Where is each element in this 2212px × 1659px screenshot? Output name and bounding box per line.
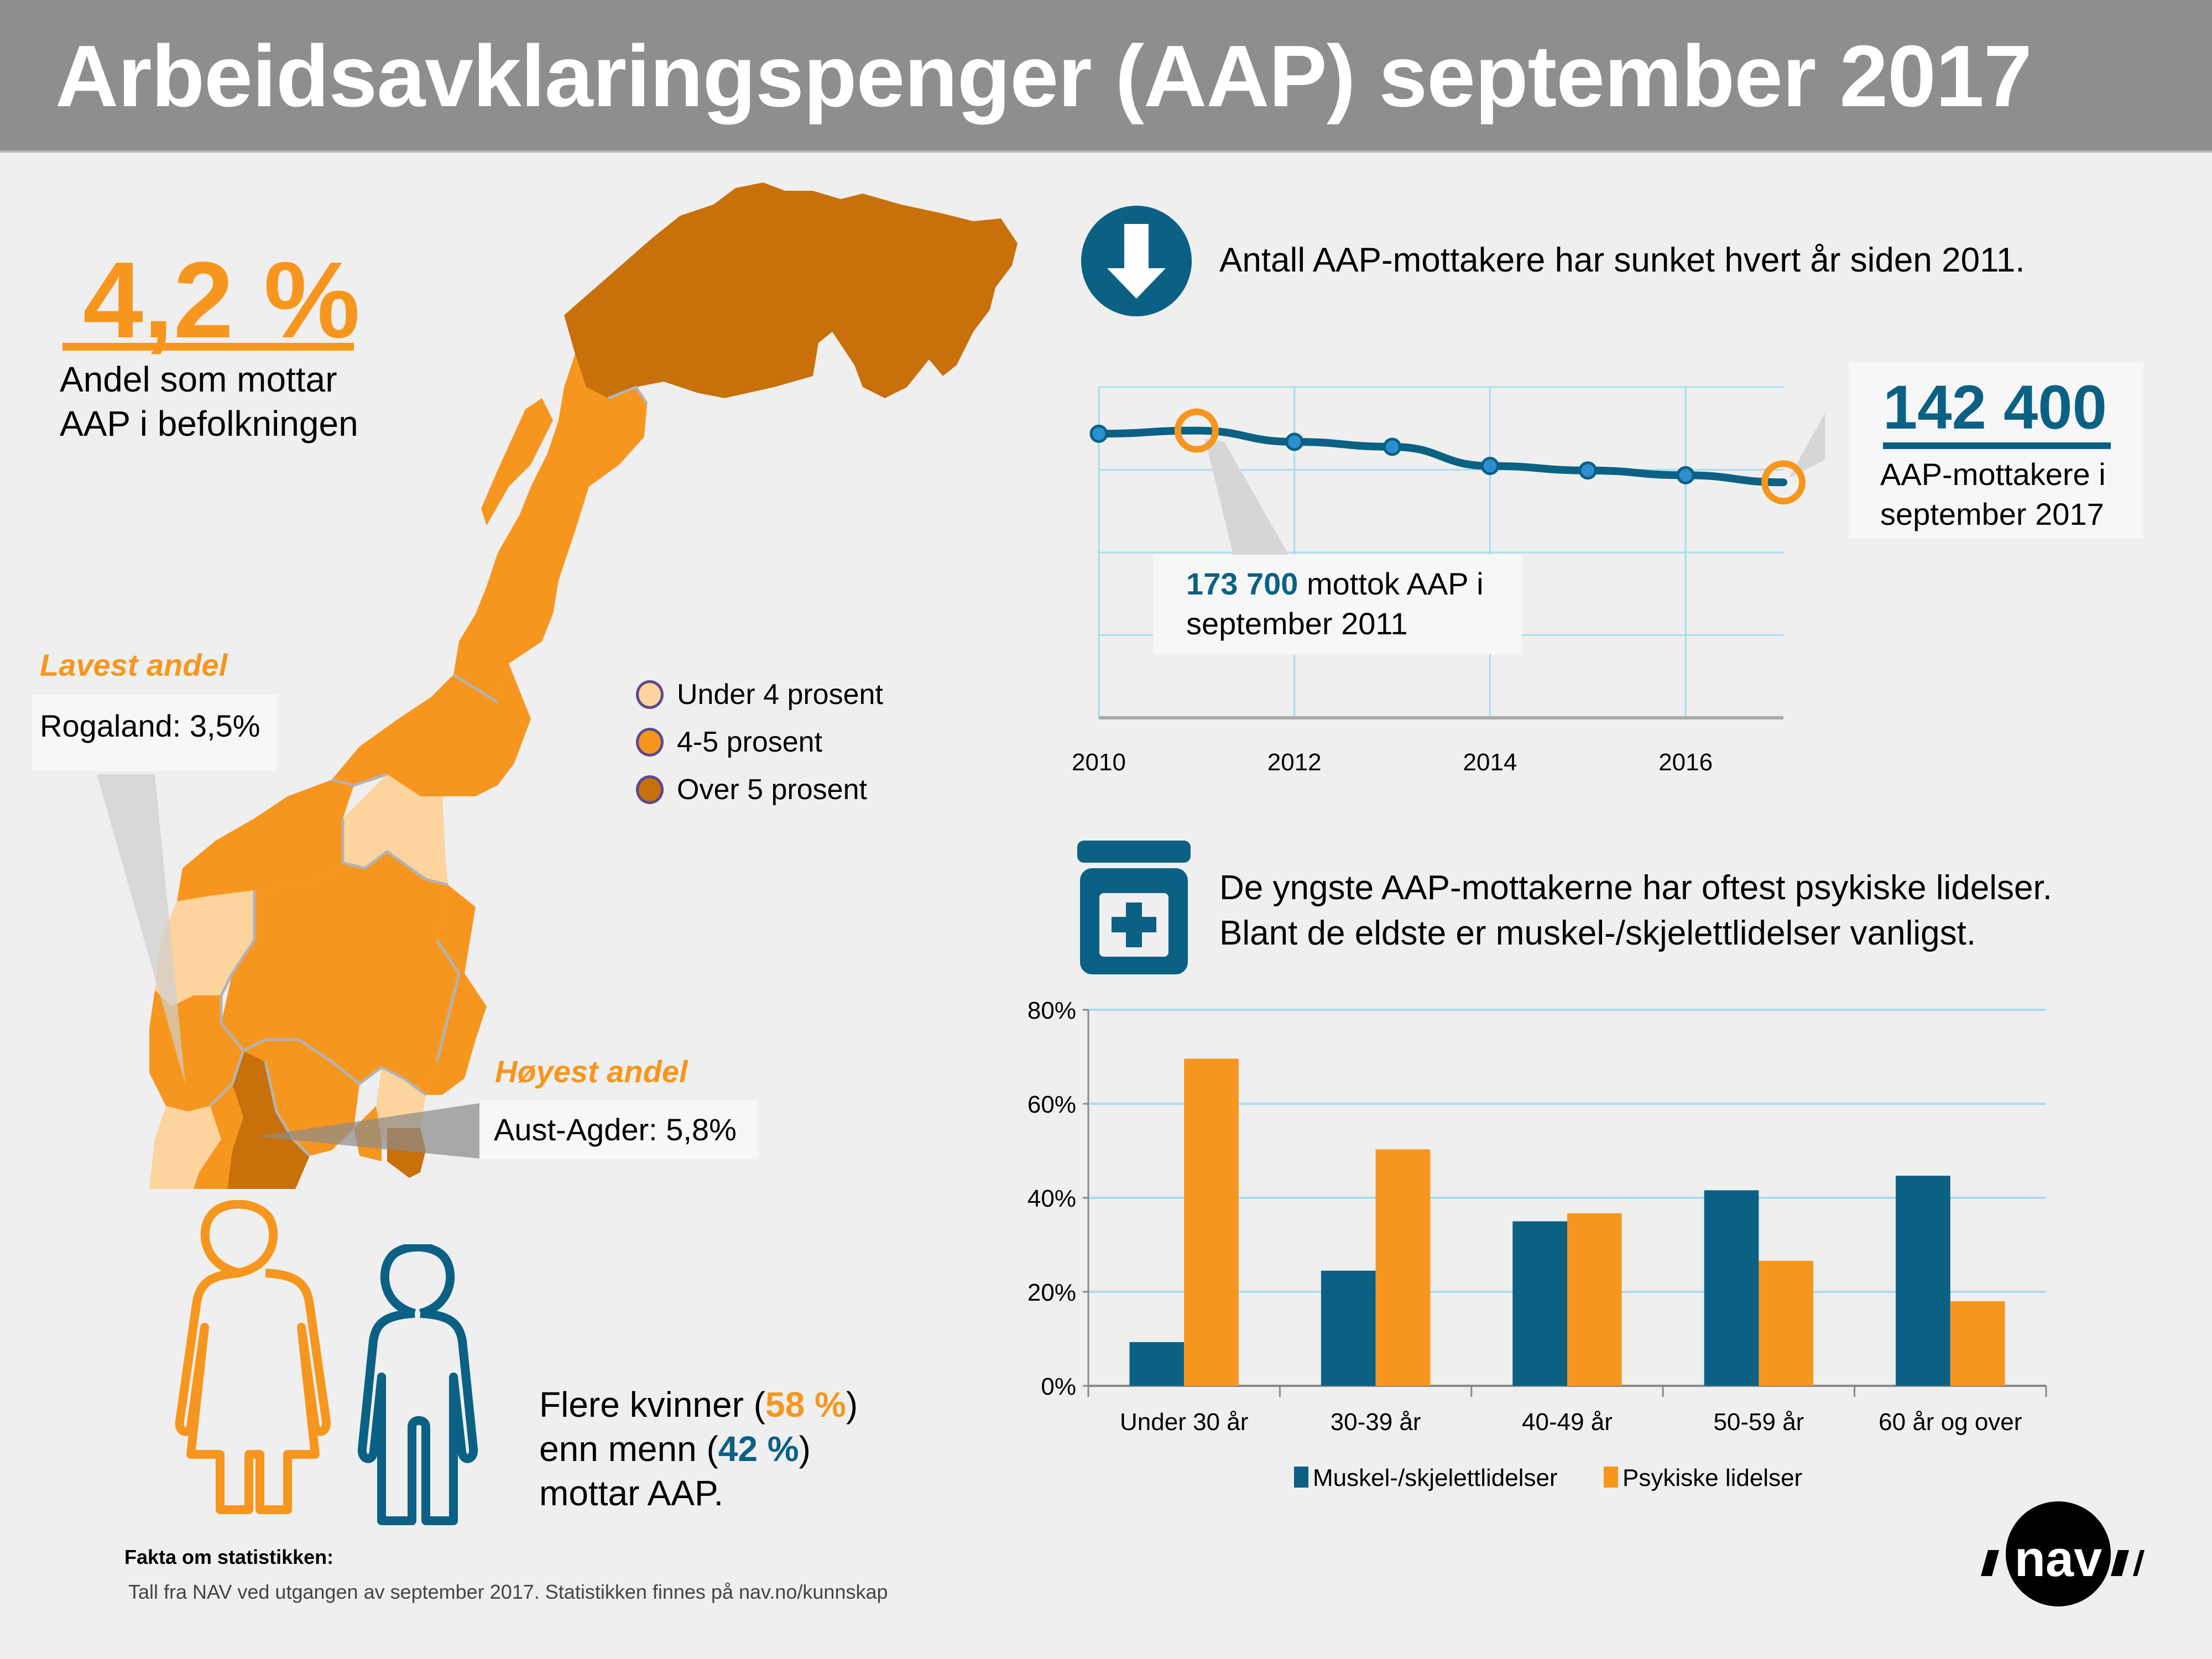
map-region-borders [209, 385, 649, 1157]
bar-muskel [1129, 1342, 1185, 1386]
callout-2011-box [1153, 555, 1522, 654]
map-region-nordland [453, 354, 647, 702]
women-pct: 58 % [765, 1385, 846, 1425]
callout-2017-underline [1883, 442, 2111, 449]
map-region-vest-agder [194, 1084, 243, 1189]
gender-line3: mottar AAP. [539, 1473, 724, 1513]
legend-swatch-mid [636, 728, 664, 757]
gender-line1: Flere kvinner (58 %) [539, 1385, 858, 1425]
line-chart-point [1383, 437, 1402, 456]
bar-muskel [1896, 1176, 1950, 1386]
callout-2017-text: AAP-mottakere i september 2017 [1880, 457, 2106, 531]
share-label-line2: AAP i befolkningen [60, 404, 358, 444]
woman-icon [175, 1200, 331, 1514]
line-chart-point [1578, 461, 1597, 480]
bar-chart-category-label: 30-39 år [1331, 1408, 1421, 1436]
map-region-oppland [221, 852, 459, 1095]
bar-chart-ytick-label: 20% [1027, 1279, 1076, 1306]
bar-chart-category-label: 50-59 år [1713, 1408, 1804, 1436]
bar-chart-ytick-label: 0% [1041, 1373, 1076, 1400]
bar-psykiske [1759, 1260, 1814, 1386]
highest-share-text: Aust-Agder: 5,8% [494, 1112, 737, 1147]
share-label: Andel som mottar AAP i befolkningen [60, 357, 358, 446]
down-arrow-icon [1081, 206, 1192, 316]
legend-label: 4-5 prosent [677, 726, 823, 758]
legend-swatch-dark [636, 775, 664, 804]
legend-label: Over 5 prosent [677, 774, 867, 806]
nav-logo: nav [1981, 1501, 2145, 1606]
bar-chart-ytick-label: 80% [1027, 997, 1076, 1024]
line-chart-point [1089, 424, 1108, 443]
bar-chart-legend-label: Psykiske lidelser [1623, 1464, 1802, 1491]
lowest-share-text: Rogaland: 3,5% [40, 708, 260, 743]
map-region-lofoten [481, 398, 553, 525]
line-chart-point [1285, 432, 1304, 451]
callout-2017-number: 142 400 [1883, 373, 2107, 442]
highest-pointer [257, 1103, 479, 1159]
legend-label: Under 4 prosent [677, 679, 883, 711]
disease-headline: De yngste AAP-mottakerne har oftest psyk… [1219, 869, 2052, 952]
line-chart-xtick-label: 2014 [1463, 749, 1517, 774]
map-region-aust-agder [227, 1051, 310, 1189]
callout-2017-pointer [1789, 413, 1825, 478]
map-legend-over-5: Over 5 prosent [636, 773, 867, 806]
map-region-more [177, 780, 354, 901]
line-chart-xtick-label: 2016 [1658, 749, 1713, 774]
bar-psykiske [1567, 1213, 1622, 1386]
map-region-hedmark-north [343, 774, 448, 885]
bar-chart-category-label: Under 30 år [1120, 1408, 1248, 1436]
lowest-pointer [97, 774, 185, 1084]
lowest-share-box [32, 695, 278, 771]
bar-muskel [1512, 1221, 1567, 1386]
line-chart: 2010 2012 2014 2016 [1072, 386, 1825, 774]
gender-line2: enn menn (42 %) [539, 1429, 811, 1469]
map-legend-under-4: Under 4 prosent [636, 678, 883, 711]
line-chart-xtick-label: 2010 [1072, 749, 1126, 774]
legend-swatch-light [636, 680, 664, 709]
bar-chart-legend-label: Muskel-/skjelettlidelser [1313, 1464, 1558, 1491]
map-region-north [564, 182, 1018, 398]
bar-muskel [1704, 1190, 1759, 1386]
men-pct: 42 % [718, 1429, 799, 1469]
map-legend-4-5: 4-5 prosent [636, 726, 822, 759]
bar-chart: 0% 20% 40% 60% 80% Under 30 år 30-39 år 40-49 å… [1027, 997, 2047, 1491]
line-chart-point [1676, 466, 1695, 484]
callout-2011-text: 173 700 mottok AAP i september 2011 [1186, 566, 1484, 641]
trend-headline: Antall AAP-mottakere har sunket hvert år… [1219, 241, 2025, 279]
share-value: 4,2 % [83, 239, 361, 361]
nav-logo-text: nav [2015, 1531, 2103, 1587]
facts-title: Fakta om statistikken: [124, 1546, 334, 1568]
title-bar [0, 0, 2212, 153]
share-label-line1: Andel som mottar [60, 359, 337, 399]
map-region-rogaland [149, 1106, 221, 1189]
bar-chart-ytick-label: 60% [1027, 1091, 1076, 1118]
map-region-trondelag [332, 664, 531, 796]
line-chart-highlight-point [1174, 408, 1219, 453]
bar-psykiske [1375, 1149, 1431, 1386]
line-chart-xtick-label: 2012 [1267, 749, 1322, 774]
bar-psykiske [1184, 1058, 1239, 1386]
bar-chart-category-label: 60 år og over [1879, 1408, 2022, 1436]
bar-chart-ytick-label: 40% [1027, 1185, 1076, 1212]
norway-map [97, 182, 1018, 1189]
medicine-jar-icon [1077, 841, 1191, 974]
lowest-share-title: Lavest andel [40, 648, 228, 682]
callout-2011-pointer [1204, 439, 1288, 555]
line-chart-highlight-point [1761, 460, 1806, 505]
man-icon [357, 1244, 478, 1525]
highest-share-title: Høyest andel [495, 1054, 688, 1089]
gender-text: Flere kvinner (58 %) enn menn (42 %) mot… [539, 1383, 858, 1515]
line-chart-point [1480, 457, 1499, 476]
bar-muskel [1321, 1270, 1376, 1386]
bar-psykiske [1950, 1301, 2005, 1386]
bar-chart-legend-swatch [1604, 1467, 1618, 1488]
bar-chart-category-label: 40-49 år [1522, 1408, 1613, 1436]
page-title: Arbeidsavklaringspenger (AAP) september … [55, 28, 2032, 125]
callout-2017-box [1849, 362, 2143, 539]
share-underline [62, 343, 354, 351]
highest-share-box [479, 1100, 758, 1159]
bar-chart-legend-swatch [1294, 1467, 1308, 1488]
callout-2011-number: 173 700 [1186, 566, 1298, 601]
facts-text: Tall fra NAV ved utgangen av september 2… [128, 1580, 888, 1603]
